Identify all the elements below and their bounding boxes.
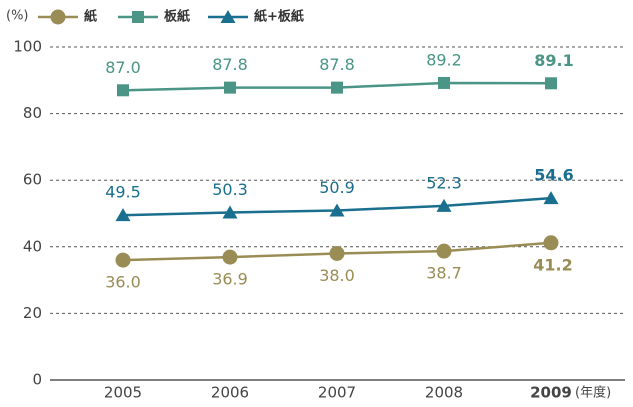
marker [436, 243, 452, 259]
marker [438, 76, 450, 89]
x-tick-label: 2009 [530, 384, 572, 402]
legend-label: 板紙 [164, 9, 190, 25]
marker [331, 81, 343, 94]
marker [543, 235, 559, 251]
marker [329, 245, 345, 261]
value-label: 38.0 [319, 266, 355, 285]
y-tick-label: 20 [23, 304, 42, 322]
value-label: 50.3 [212, 180, 248, 199]
marker [329, 203, 345, 217]
marker [543, 191, 559, 205]
x-tick-label: 2008 [425, 384, 463, 402]
marker [115, 252, 131, 268]
y-tick-label: 0 [32, 371, 42, 389]
x-tick-label: 2005 [104, 384, 142, 402]
marker [222, 205, 238, 219]
y-tick-label: 60 [23, 171, 42, 189]
value-label: 36.9 [212, 270, 248, 289]
y-tick-label: 80 [23, 104, 42, 122]
marker [132, 11, 144, 23]
marker [50, 9, 66, 25]
marker [117, 84, 129, 97]
value-label: 89.2 [426, 50, 462, 69]
x-unit: (年度) [575, 385, 611, 401]
legend-label: 紙+板紙 [254, 9, 304, 25]
value-label: 49.5 [105, 183, 141, 202]
y-tick-label: 40 [23, 237, 42, 255]
x-tick-label: 2006 [211, 384, 249, 402]
marker [436, 198, 452, 212]
marker [222, 249, 238, 265]
x-tick-label: 2007 [318, 384, 356, 402]
marker [115, 208, 131, 222]
value-label: 50.9 [319, 178, 355, 197]
y-unit: (%) [6, 9, 29, 24]
value-label: 89.1 [534, 51, 573, 70]
marker [220, 10, 236, 23]
value-label: 36.0 [105, 273, 141, 292]
value-label: 54.6 [534, 166, 573, 185]
marker [545, 77, 557, 90]
value-label: 41.2 [533, 255, 572, 274]
marker [224, 81, 236, 94]
value-label: 87.8 [212, 55, 248, 74]
y-tick-label: 100 [13, 38, 42, 56]
value-label: 38.7 [426, 264, 462, 283]
legend-label: 紙 [84, 9, 97, 25]
value-label: 52.3 [426, 173, 462, 192]
value-label: 87.8 [319, 55, 355, 74]
value-label: 87.0 [105, 58, 141, 77]
